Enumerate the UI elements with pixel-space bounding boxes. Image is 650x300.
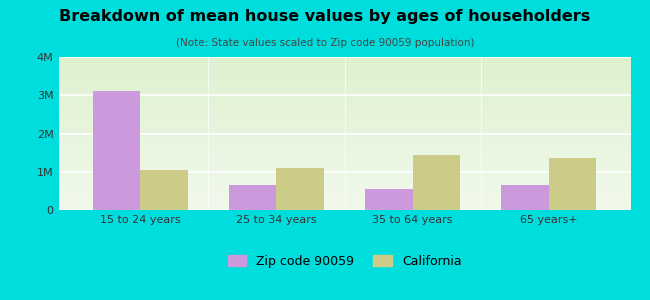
Bar xyxy=(229,185,276,210)
Bar xyxy=(413,154,460,210)
Text: Breakdown of mean house values by ages of householders: Breakdown of mean house values by ages o… xyxy=(59,9,591,24)
Bar xyxy=(92,92,140,210)
Text: (Note: State values scaled to Zip code 90059 population): (Note: State values scaled to Zip code 9… xyxy=(176,38,474,47)
Legend: Zip code 90059, California: Zip code 90059, California xyxy=(222,250,467,273)
Bar xyxy=(276,168,324,210)
Bar xyxy=(501,185,549,210)
Bar xyxy=(365,189,413,210)
Bar xyxy=(549,158,597,210)
Bar xyxy=(140,170,188,210)
